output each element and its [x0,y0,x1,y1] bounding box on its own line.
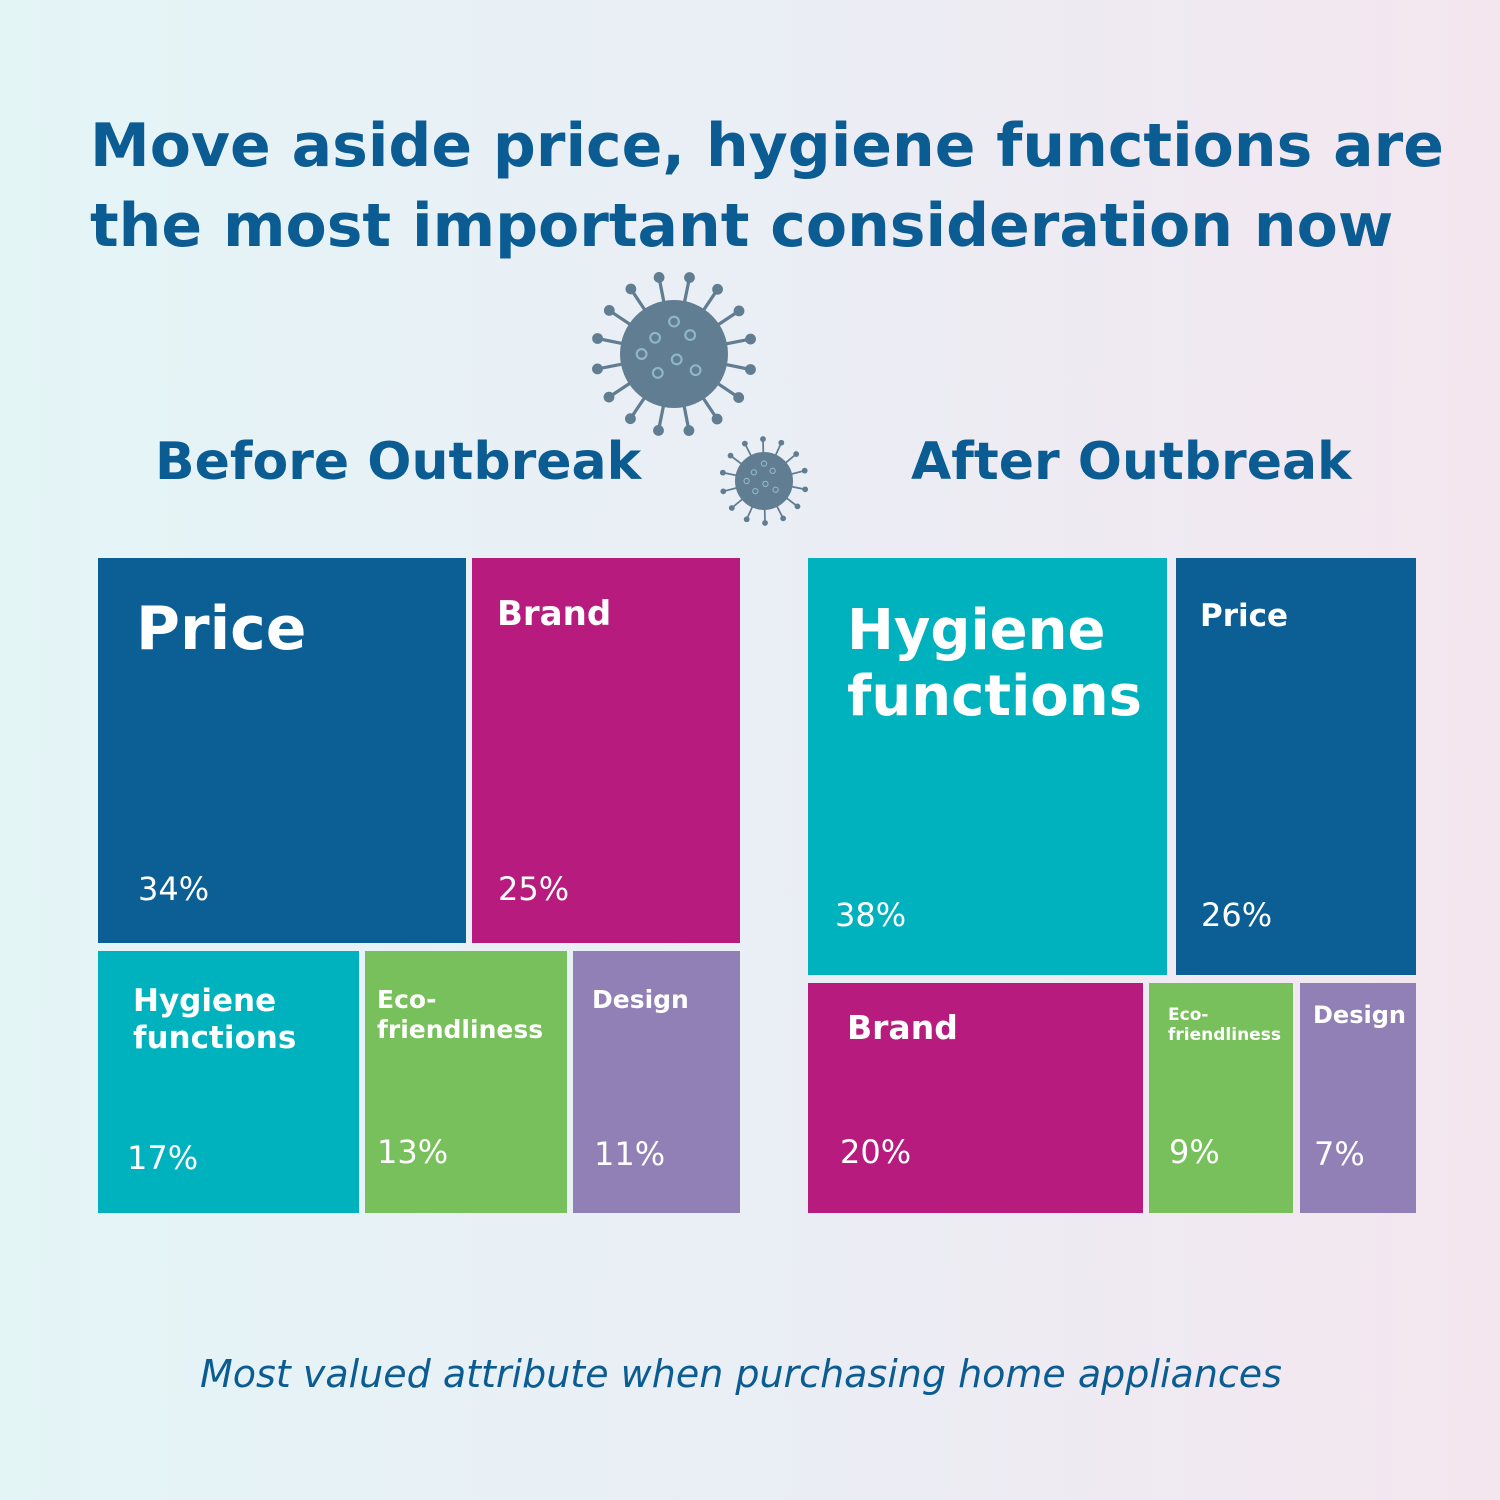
treemap-tile-price: Price 26% [1176,558,1416,975]
treemap-tile-brand: Brand 25% [472,558,740,943]
tile-value: 20% [840,1133,912,1171]
tile-value: 11% [594,1135,666,1173]
treemap-tile-design: Design 11% [573,951,740,1213]
title-line-2: the most important consideration now [90,191,1394,261]
tile-value: 9% [1169,1133,1220,1171]
tile-value: 38% [835,896,907,934]
chart-caption: Most valued attribute when purchasing ho… [200,1352,1282,1396]
tile-label: Design [1313,1001,1406,1029]
tile-value: 25% [498,870,570,908]
tile-label: Price [136,594,307,664]
virus-icon-small [719,436,809,526]
before-outbreak-heading: Before Outbreak [155,432,642,492]
tile-label: Hygiene functions [133,983,297,1056]
tile-value: 17% [127,1139,199,1177]
treemap-tile-eco-friendliness: Eco- friendliness 13% [365,951,567,1213]
title-line-1: Move aside price, hygiene functions are [90,111,1444,181]
tile-label: Design [592,985,689,1014]
after-outbreak-heading: After Outbreak [911,432,1352,492]
treemap-tile-eco-friendliness: Eco- friendliness 9% [1149,983,1293,1213]
tile-value: 13% [377,1133,449,1171]
treemap-tile-price: Price 34% [98,558,466,943]
treemap-tile-design: Design 7% [1300,983,1416,1213]
tile-value: 26% [1201,896,1273,934]
tile-label: Brand [847,1008,958,1047]
tile-label: Brand [497,594,612,634]
tile-label: Eco- friendliness [377,985,544,1044]
tile-label: Hygiene functions [847,598,1142,730]
virus-icon-large [592,272,756,436]
tile-label: Eco- friendliness [1168,1005,1281,1046]
tile-value: 34% [138,870,210,908]
treemap-tile-hygiene-functions: Hygiene functions 38% [808,558,1167,975]
tile-value: 7% [1314,1135,1365,1173]
treemap-tile-hygiene-functions: Hygiene functions 17% [98,951,359,1213]
treemap-tile-brand: Brand 20% [808,983,1143,1213]
tile-label: Price [1200,598,1289,634]
page-title: Move aside price, hygiene functions are … [90,106,1444,266]
